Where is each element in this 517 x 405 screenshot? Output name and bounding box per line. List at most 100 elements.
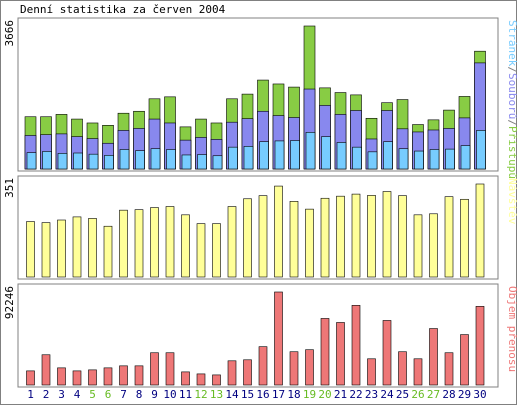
bar-objem: [413, 358, 423, 386]
bar-objem: [475, 306, 485, 386]
x-tick-label: 4: [74, 388, 81, 401]
bar-navstev: [398, 195, 407, 278]
bar-stranek: [73, 152, 83, 170]
x-tick-label: 9: [151, 388, 158, 401]
bar-objem: [227, 360, 237, 386]
x-tick-label: 19: [303, 388, 316, 401]
legend-item: Návštěv: [506, 178, 517, 225]
bar-objem: [258, 346, 268, 386]
x-tick-label: 26: [411, 388, 424, 401]
bar-objem: [41, 354, 51, 386]
legend-separator: /: [506, 66, 517, 73]
legend: Návštěv: [506, 178, 517, 225]
x-tick-label: 25: [396, 388, 409, 401]
bar-navstev: [134, 209, 144, 278]
bar-stranek: [445, 148, 455, 170]
x-tick-label: 27: [427, 388, 440, 401]
bar-stranek: [119, 149, 130, 170]
bar-stranek: [429, 149, 440, 170]
bar-objem: [103, 367, 113, 386]
bar-navstev: [305, 208, 314, 278]
bar-objem: [212, 374, 221, 386]
bar-objem: [351, 305, 361, 386]
bar-stranek: [398, 148, 409, 170]
x-tick-label: 8: [136, 388, 143, 401]
bar-objem: [88, 369, 97, 386]
bar-navstev: [382, 191, 392, 278]
x-tick-label: 24: [380, 388, 394, 401]
x-tick-label: 1: [27, 388, 34, 401]
bar-objem: [398, 351, 407, 386]
bar-objem: [444, 352, 454, 386]
bar-navstev: [289, 201, 299, 278]
bar-stranek: [57, 153, 68, 170]
bar-navstev: [88, 218, 97, 278]
x-tick-label: 23: [365, 388, 378, 401]
x-tick-label: 16: [256, 388, 269, 401]
bar-navstev: [119, 209, 128, 278]
bar-objem: [150, 352, 159, 386]
bar-navstev: [258, 195, 268, 278]
bar-stranek: [290, 140, 300, 170]
bar-objem: [196, 373, 206, 386]
bar-stranek: [243, 146, 254, 170]
x-tick-label: 17: [272, 388, 285, 401]
x-tick-label: 22: [349, 388, 362, 401]
bar-stranek: [367, 151, 378, 170]
bar-objem: [165, 352, 175, 386]
bar-objem: [72, 370, 82, 386]
legend-separator: /: [506, 119, 517, 126]
bar-stranek: [88, 153, 99, 170]
bar-stranek: [352, 146, 362, 170]
bar-navstev: [165, 206, 175, 278]
bar-objem: [26, 370, 35, 386]
bar-stranek: [197, 154, 207, 170]
bar-stranek: [104, 155, 114, 170]
bar-stranek: [476, 130, 486, 170]
bar-stranek: [305, 132, 316, 170]
x-tick-label: 18: [287, 388, 300, 401]
bar-navstev: [460, 198, 469, 278]
bar-objem: [367, 358, 376, 386]
bar-objem: [460, 334, 469, 386]
bar-navstev: [274, 185, 283, 278]
x-tick-label: 2: [43, 388, 50, 401]
x-tick-label: 5: [89, 388, 96, 401]
legend-item: Přístupů: [506, 126, 517, 179]
bar-navstev: [26, 221, 35, 278]
y-max-label: 92246: [3, 286, 16, 319]
bar-stranek: [274, 140, 285, 170]
bar-objem: [320, 318, 330, 386]
x-tick-label: 15: [241, 388, 254, 401]
bar-stranek: [42, 151, 52, 170]
chart-title: Denní statistika za červen 2004: [20, 3, 226, 16]
bar-navstev: [103, 225, 113, 278]
bar-objem: [119, 365, 128, 386]
x-tick-label: 7: [120, 388, 127, 401]
bar-navstev: [212, 223, 221, 278]
bar-objem: [429, 328, 438, 386]
bar-navstev: [429, 213, 438, 278]
x-tick-label: 28: [442, 388, 455, 401]
bar-stranek: [150, 148, 161, 170]
bar-stranek: [414, 150, 424, 170]
bar-navstev: [243, 198, 252, 278]
bar-stranek: [228, 146, 238, 170]
bar-navstev: [413, 214, 423, 278]
bar-objem: [289, 351, 299, 386]
bar-navstev: [150, 207, 159, 278]
bar-objem: [181, 371, 190, 386]
x-tick-label: 11: [179, 388, 192, 401]
bar-navstev: [351, 193, 361, 278]
panel-middle: 351 Návštěv: [3, 175, 517, 280]
x-tick-label: 21: [334, 388, 347, 401]
bar-navstev: [57, 219, 66, 278]
bar-stranek: [26, 152, 37, 170]
bar-navstev: [181, 214, 190, 278]
bar-stranek: [336, 142, 347, 170]
bar-stranek: [212, 155, 223, 170]
x-tick-label: 29: [458, 388, 471, 401]
x-tick-label: 13: [210, 388, 223, 401]
x-tick-label: 12: [194, 388, 207, 401]
